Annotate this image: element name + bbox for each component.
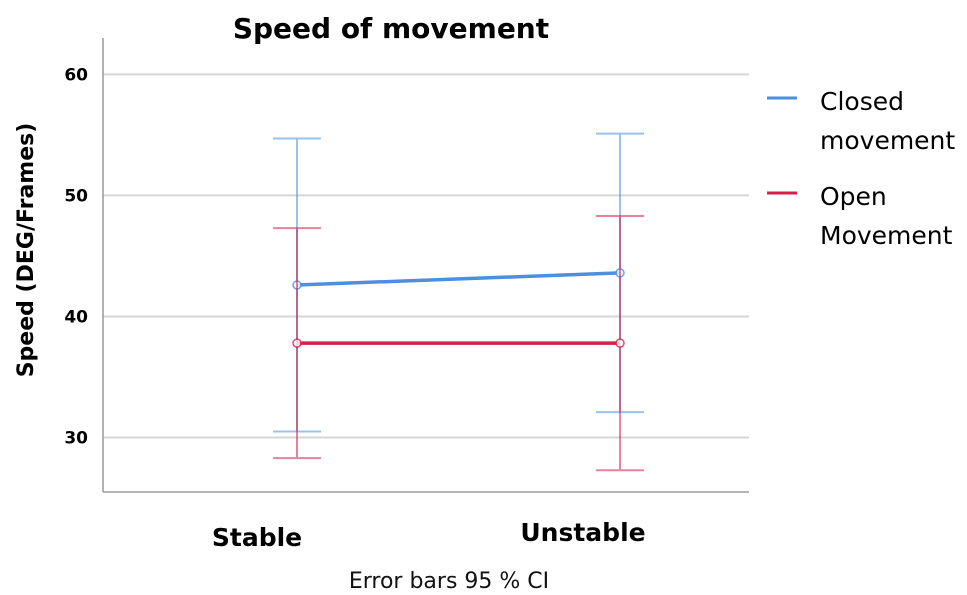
data-point-open-movement-stable <box>292 338 302 348</box>
chart-title: Speed of movement <box>233 12 549 45</box>
series-layer <box>273 132 644 472</box>
y-tick-label-40: 40 <box>64 307 88 327</box>
legend-item-open-movement: Open Movement <box>767 182 953 250</box>
x-tick-label-unstable: Unstable <box>520 518 645 547</box>
title-background <box>218 6 698 62</box>
legend-label-line: movement <box>820 126 955 155</box>
y-tick-label-30: 30 <box>64 429 88 449</box>
y-tick-labels: 30 40 50 60 <box>64 65 88 448</box>
x-tick-label-stable: Stable <box>212 523 302 552</box>
y-axis-label: Speed (DEG/Frames) <box>14 123 39 378</box>
series-line-closed-movement <box>296 271 621 287</box>
series-closed-movement <box>273 132 644 433</box>
legend-label-line: Open <box>820 182 887 211</box>
y-tick-label-60: 60 <box>64 65 88 85</box>
grid-lines <box>103 73 749 439</box>
legend-label-line: Closed <box>820 87 904 116</box>
legend-label-line: Movement <box>820 221 953 250</box>
error-bars-note: Error bars 95 % CI <box>349 569 549 594</box>
x-tick-labels: Stable Unstable <box>212 518 646 552</box>
legend: Closed movement Open Movement <box>767 87 955 250</box>
series-open-movement <box>273 214 644 472</box>
legend-item-closed-movement: Closed movement <box>767 87 955 155</box>
data-point-open-movement-unstable <box>615 338 625 348</box>
y-tick-label-50: 50 <box>64 186 88 206</box>
